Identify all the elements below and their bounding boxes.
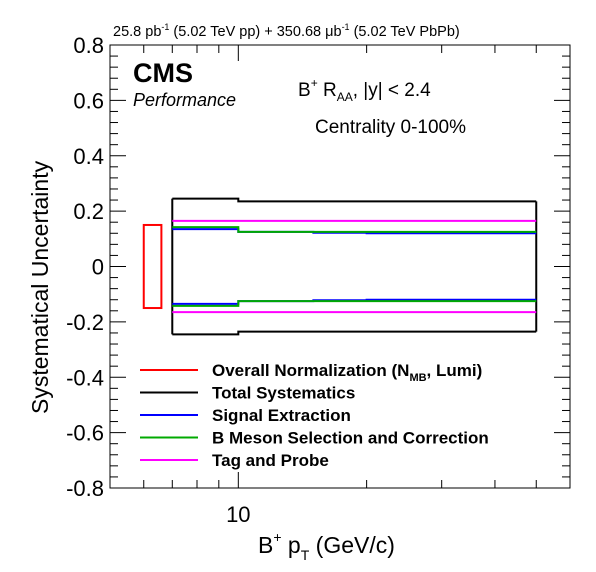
y-tick-label: 0.4 — [73, 144, 104, 169]
y-axis-title: Systematical Uncertainty — [27, 160, 53, 414]
y-tick-label: 0 — [92, 255, 104, 280]
y-tick-label: -0.6 — [66, 421, 104, 446]
x-axis-title: B+ pT (GeV/c) — [258, 529, 395, 563]
y-tick-label: -0.4 — [66, 365, 104, 390]
y-tick-label: 0.2 — [73, 199, 104, 224]
lumi-header: 25.8 pb-1 (5.02 TeV pp) + 350.68 μb-1 (5… — [113, 22, 460, 40]
series-total-upper — [172, 197, 537, 203]
performance-label: Performance — [133, 90, 236, 110]
cms-label: CMS — [133, 58, 193, 88]
y-axis-ticks: -0.8 -0.6 -0.4 -0.2 0 0.2 0.4 0.6 0.8 — [66, 33, 570, 501]
y-tick-label: 0.6 — [73, 88, 104, 113]
y-tick-label: -0.2 — [66, 310, 104, 335]
x-axis-ticks: 10 — [109, 45, 571, 527]
x-tick-label: 10 — [226, 502, 250, 527]
y-tick-label: 0.8 — [73, 33, 104, 58]
series-selection-lower — [172, 300, 537, 307]
series-total-lower — [172, 330, 537, 336]
series-selection-upper — [172, 226, 537, 233]
series-layer — [142, 197, 538, 336]
normalization-box — [142, 223, 163, 310]
legend-label-total: Total Systematics — [212, 384, 355, 403]
legend: Overall Normalization (NMB, Lumi)Total S… — [140, 361, 489, 470]
y-tick-label: -0.8 — [66, 476, 104, 501]
legend-label-selection: B Meson Selection and Correction — [212, 429, 489, 448]
observable-label: B+ RAA, |y| < 2.4 — [298, 76, 431, 104]
legend-label-normalization: Overall Normalization (NMB, Lumi) — [212, 361, 482, 384]
legend-label-tagprobe: Tag and Probe — [212, 451, 329, 470]
centrality-label: Centrality 0-100% — [315, 117, 466, 138]
legend-label-signal: Signal Extraction — [212, 406, 351, 425]
